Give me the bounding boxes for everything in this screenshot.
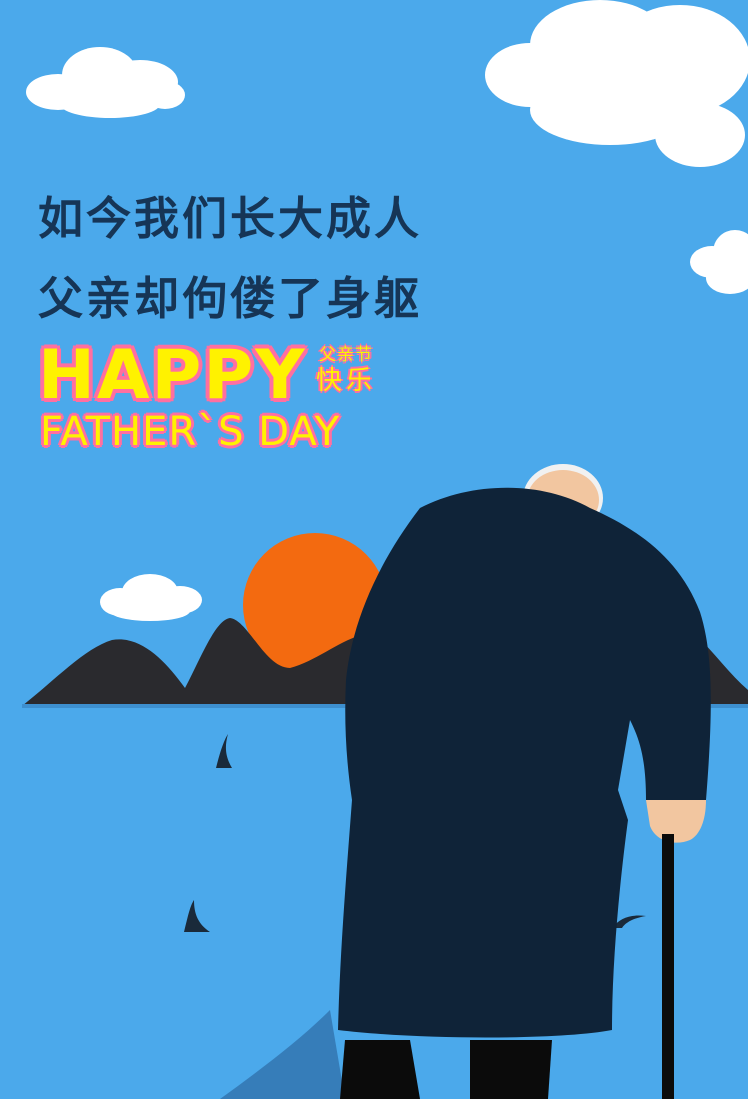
cloud-icon bbox=[100, 574, 202, 621]
old-man-with-cane-icon bbox=[338, 464, 711, 1099]
fin-icon bbox=[612, 915, 646, 928]
headline-line-1: 如今我们长大成人 bbox=[38, 192, 423, 245]
fin-icon bbox=[184, 900, 210, 932]
ground-texture bbox=[220, 1010, 345, 1099]
happy-title: HAPPY bbox=[38, 336, 307, 415]
badge-top-text: 父亲节 bbox=[319, 345, 373, 365]
cloud-icon bbox=[485, 0, 748, 167]
headline-line-2: 父亲却佝偻了身躯 bbox=[38, 272, 423, 325]
cloud-icon bbox=[690, 230, 748, 294]
badge-bottom-text: 快乐 bbox=[315, 366, 376, 396]
fathers-day-badge: 父亲节 快乐 bbox=[306, 344, 386, 396]
fathers-day-title: FATHER`S DAY bbox=[40, 409, 341, 455]
cloud-icon bbox=[26, 47, 185, 118]
fin-icon bbox=[216, 734, 232, 768]
mountain-icon bbox=[22, 618, 440, 706]
